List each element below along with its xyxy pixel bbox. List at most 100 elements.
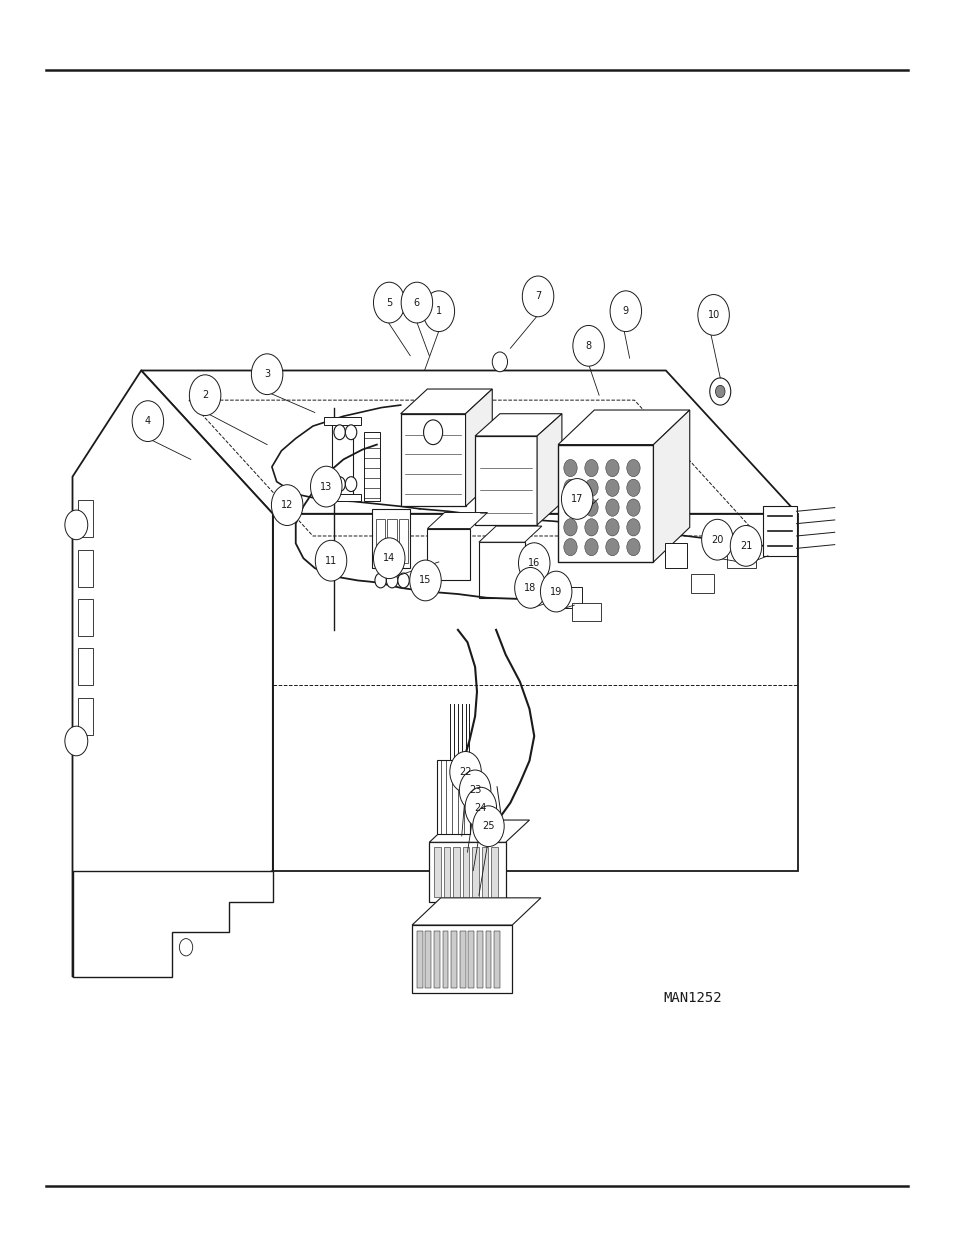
Polygon shape bbox=[462, 847, 469, 897]
Circle shape bbox=[610, 291, 640, 332]
Text: 8: 8 bbox=[585, 341, 591, 351]
Text: 24: 24 bbox=[475, 803, 486, 813]
Circle shape bbox=[605, 499, 618, 516]
Polygon shape bbox=[481, 847, 488, 897]
Circle shape bbox=[449, 751, 480, 793]
Polygon shape bbox=[476, 931, 482, 988]
Circle shape bbox=[563, 479, 577, 496]
Circle shape bbox=[605, 519, 618, 536]
Text: 17: 17 bbox=[571, 494, 582, 504]
Circle shape bbox=[730, 525, 760, 566]
Polygon shape bbox=[453, 847, 459, 897]
Polygon shape bbox=[664, 543, 686, 568]
Circle shape bbox=[473, 805, 503, 847]
Circle shape bbox=[334, 477, 345, 492]
Polygon shape bbox=[416, 931, 422, 988]
Circle shape bbox=[189, 374, 221, 415]
Polygon shape bbox=[429, 820, 529, 842]
Polygon shape bbox=[537, 414, 561, 525]
Circle shape bbox=[179, 939, 193, 956]
Text: 21: 21 bbox=[740, 541, 751, 551]
Circle shape bbox=[560, 479, 592, 520]
Text: 25: 25 bbox=[481, 821, 495, 831]
Circle shape bbox=[539, 571, 571, 613]
Circle shape bbox=[132, 400, 164, 442]
Polygon shape bbox=[436, 760, 470, 834]
Circle shape bbox=[626, 538, 639, 556]
Polygon shape bbox=[72, 871, 273, 977]
Circle shape bbox=[697, 294, 728, 336]
Circle shape bbox=[584, 459, 598, 477]
Circle shape bbox=[345, 425, 356, 440]
Circle shape bbox=[626, 499, 639, 516]
Polygon shape bbox=[726, 547, 755, 568]
Text: 12: 12 bbox=[281, 500, 293, 510]
Polygon shape bbox=[494, 931, 499, 988]
Text: 9: 9 bbox=[622, 306, 628, 316]
Circle shape bbox=[375, 573, 386, 588]
Polygon shape bbox=[451, 931, 456, 988]
Polygon shape bbox=[468, 931, 474, 988]
Polygon shape bbox=[400, 414, 465, 506]
Polygon shape bbox=[434, 931, 439, 988]
Text: 6: 6 bbox=[414, 298, 419, 308]
Text: 10: 10 bbox=[707, 310, 719, 320]
Circle shape bbox=[605, 459, 618, 477]
Circle shape bbox=[584, 499, 598, 516]
Text: 22: 22 bbox=[458, 767, 472, 777]
Circle shape bbox=[563, 499, 577, 516]
Text: 2: 2 bbox=[202, 390, 208, 400]
Circle shape bbox=[423, 291, 454, 332]
Polygon shape bbox=[459, 931, 465, 988]
Circle shape bbox=[423, 420, 442, 445]
Polygon shape bbox=[364, 432, 379, 501]
Polygon shape bbox=[653, 410, 689, 562]
Polygon shape bbox=[491, 847, 497, 897]
Circle shape bbox=[386, 573, 397, 588]
Polygon shape bbox=[78, 698, 93, 735]
Circle shape bbox=[373, 537, 404, 578]
Polygon shape bbox=[478, 526, 541, 542]
Circle shape bbox=[605, 479, 618, 496]
Circle shape bbox=[492, 352, 507, 372]
Polygon shape bbox=[78, 648, 93, 685]
Text: 1: 1 bbox=[436, 306, 441, 316]
Text: 23: 23 bbox=[469, 785, 480, 795]
Polygon shape bbox=[273, 514, 797, 871]
Circle shape bbox=[314, 540, 347, 582]
Circle shape bbox=[563, 538, 577, 556]
Circle shape bbox=[626, 459, 639, 477]
Polygon shape bbox=[324, 417, 360, 425]
Circle shape bbox=[700, 519, 732, 561]
Text: 4: 4 bbox=[145, 416, 151, 426]
Text: 13: 13 bbox=[320, 482, 332, 492]
Polygon shape bbox=[478, 542, 524, 598]
Text: 14: 14 bbox=[383, 553, 395, 563]
Polygon shape bbox=[412, 898, 540, 925]
Polygon shape bbox=[434, 847, 440, 897]
Text: 19: 19 bbox=[550, 587, 561, 597]
Circle shape bbox=[334, 425, 345, 440]
Polygon shape bbox=[475, 414, 561, 436]
Polygon shape bbox=[425, 931, 431, 988]
Circle shape bbox=[515, 568, 545, 609]
Circle shape bbox=[626, 479, 639, 496]
Text: 20: 20 bbox=[711, 535, 722, 545]
Text: 11: 11 bbox=[325, 556, 336, 566]
Circle shape bbox=[563, 519, 577, 536]
Circle shape bbox=[271, 484, 302, 526]
Circle shape bbox=[410, 559, 440, 601]
Circle shape bbox=[563, 459, 577, 477]
Polygon shape bbox=[443, 847, 450, 897]
Polygon shape bbox=[332, 422, 353, 500]
Circle shape bbox=[584, 538, 598, 556]
Polygon shape bbox=[572, 603, 600, 621]
Circle shape bbox=[605, 538, 618, 556]
Polygon shape bbox=[78, 550, 93, 587]
Polygon shape bbox=[412, 925, 512, 993]
Circle shape bbox=[400, 283, 432, 324]
Polygon shape bbox=[372, 509, 410, 568]
Polygon shape bbox=[78, 599, 93, 636]
Polygon shape bbox=[442, 931, 448, 988]
Polygon shape bbox=[558, 445, 653, 562]
